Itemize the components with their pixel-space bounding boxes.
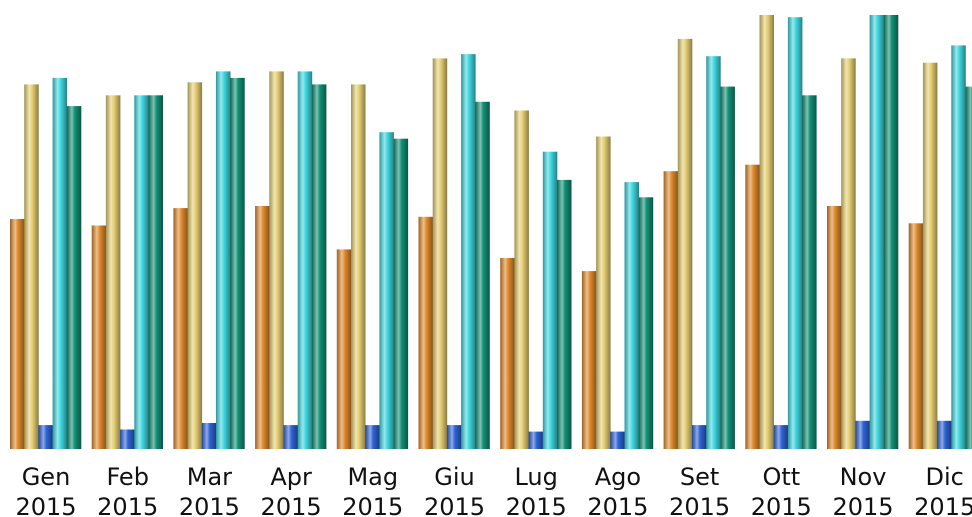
x-tick-month-label: Lug	[514, 463, 557, 491]
bar-apr-series-3	[283, 425, 298, 449]
bar-feb-series-4	[134, 95, 149, 450]
x-tick-year-label: 2015	[506, 493, 567, 517]
x-tick-month-label: Apr	[270, 463, 312, 491]
bar-lug-series-5	[557, 179, 572, 449]
x-tick-year-label: 2015	[914, 493, 972, 517]
bar-mar-series-3	[201, 423, 217, 449]
bar-ott-series-1	[745, 164, 760, 449]
bar-mag-series-2	[351, 84, 366, 450]
bar-apr-series-5	[311, 84, 327, 450]
bar-mag-series-1	[336, 249, 352, 449]
bar-dic-series-5	[965, 86, 972, 449]
x-tick-year-label: 2015	[15, 493, 76, 517]
bar-gen-series-4	[52, 77, 68, 450]
bar-ago-series-3	[610, 431, 625, 449]
bar-feb-series-2	[105, 95, 121, 450]
bar-lug-series-2	[514, 110, 529, 449]
bar-dic-series-1	[908, 223, 924, 449]
bar-giu-series-3	[446, 425, 462, 449]
bar-ott-series-3	[773, 425, 789, 449]
bar-feb-series-3	[120, 429, 135, 449]
x-tick-month-label: Giu	[434, 463, 474, 491]
x-tick-month-label: Dic	[926, 463, 964, 491]
bar-lug-series-3	[528, 431, 544, 449]
bar-lug-series-4	[542, 151, 558, 449]
bar-set-series-2	[677, 38, 693, 450]
bar-mag-series-4	[379, 132, 394, 449]
bar-nov-series-2	[841, 58, 856, 450]
bar-set-series-3	[692, 425, 707, 449]
x-tick-year-label: 2015	[832, 493, 893, 517]
bar-apr-series-2	[269, 71, 284, 450]
bar-mar-series-5	[230, 77, 245, 450]
bar-giu-series-5	[475, 101, 490, 450]
x-tick-year-label: 2015	[424, 493, 485, 517]
x-tick-month-label: Mar	[187, 463, 232, 491]
bars-layer	[10, 15, 972, 450]
bar-mag-series-3	[365, 425, 380, 449]
bar-lug-series-1	[500, 258, 515, 449]
x-tick-month-label: Mag	[347, 463, 398, 491]
bar-mar-series-1	[173, 208, 188, 449]
bar-gen-series-3	[38, 425, 53, 449]
bar-feb-series-1	[91, 225, 107, 449]
x-tick-year-label: 2015	[179, 493, 240, 517]
bar-gen-series-1	[10, 219, 25, 449]
bar-gen-series-2	[24, 84, 39, 450]
bar-giu-series-2	[432, 58, 448, 450]
x-tick-year-label: 2015	[669, 493, 730, 517]
x-tick-year-label: 2015	[751, 493, 812, 517]
x-tick-year-label: 2015	[97, 493, 158, 517]
x-tick-month-label: Nov	[840, 463, 887, 491]
bar-ott-series-5	[802, 95, 817, 450]
x-tick-year-label: 2015	[342, 493, 403, 517]
bar-mar-series-4	[216, 71, 231, 450]
bar-ott-series-4	[787, 17, 803, 449]
bar-giu-series-4	[461, 54, 476, 449]
bar-gen-series-5	[66, 106, 82, 449]
bar-ago-series-1	[581, 271, 597, 449]
bar-nov-series-5	[883, 15, 899, 449]
bar-ago-series-5	[638, 197, 654, 449]
x-tick-month-label: Feb	[106, 463, 149, 491]
x-tick-month-label: Ago	[595, 463, 641, 491]
bar-ott-series-2	[759, 15, 774, 449]
bar-dic-series-2	[922, 62, 938, 449]
bar-dic-series-4	[951, 45, 966, 450]
bar-feb-series-5	[148, 95, 163, 450]
x-tick-month-label: Gen	[22, 463, 71, 491]
bar-set-series-1	[663, 171, 679, 449]
bar-apr-series-1	[255, 206, 270, 449]
bar-apr-series-4	[297, 71, 313, 450]
x-axis-labels: Gen2015Feb2015Mar2015Apr2015Mag2015Giu20…	[15, 463, 972, 517]
x-tick-month-label: Set	[680, 463, 719, 491]
bar-dic-series-3	[937, 420, 952, 449]
x-tick-year-label: 2015	[261, 493, 322, 517]
bar-nov-series-1	[827, 206, 842, 449]
bar-set-series-5	[720, 86, 735, 449]
bar-ago-series-2	[596, 136, 611, 449]
bar-mar-series-2	[187, 82, 203, 450]
bar-mag-series-5	[393, 138, 409, 449]
bar-nov-series-4	[869, 15, 885, 449]
x-tick-month-label: Ott	[762, 463, 800, 491]
bar-ago-series-4	[624, 182, 639, 449]
bar-giu-series-1	[418, 216, 433, 449]
x-tick-year-label: 2015	[587, 493, 648, 517]
bar-nov-series-3	[855, 420, 870, 449]
bar-set-series-4	[706, 56, 721, 449]
